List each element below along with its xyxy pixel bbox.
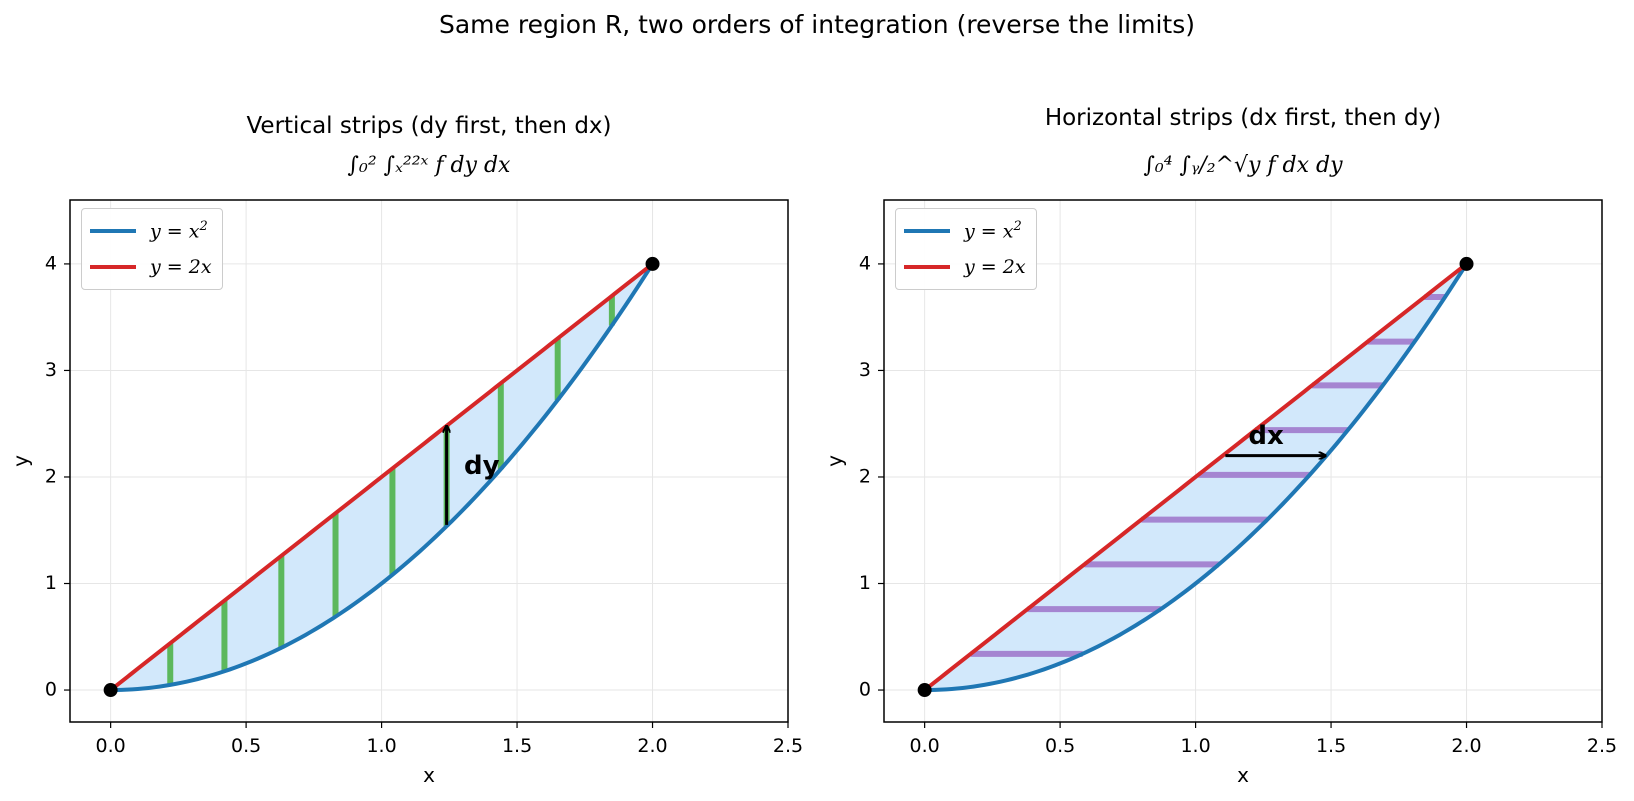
x-tick-label: 2.5 — [1587, 735, 1617, 757]
figure-suptitle: Same region R, two orders of integration… — [438, 10, 1195, 39]
differential-label: dx — [1248, 421, 1284, 451]
legend-item-line: y = 2x — [904, 249, 1026, 285]
x-tick-label: 0.0 — [910, 735, 940, 757]
legend-item-parabola: y = x2 — [90, 213, 212, 249]
legend-label-line: y = 2x — [964, 256, 1026, 278]
x-tick-label: 0.0 — [96, 735, 126, 757]
right-plot-formula: ∫₀⁴ ∫ᵧ/₂^√y f dx dy — [1143, 153, 1343, 178]
legend-swatch-line — [90, 265, 136, 269]
y-tick-label: 1 — [859, 572, 871, 594]
endpoint-marker — [1459, 256, 1474, 271]
left-plot-title: Vertical strips (dy first, then dx) — [246, 113, 612, 139]
x-axis-label: x — [423, 763, 435, 787]
right-plot-title: Horizontal strips (dx first, then dy) — [1044, 105, 1442, 131]
series-line-linear — [923, 262, 1468, 692]
x-tick-label: 2.5 — [773, 735, 803, 757]
endpoint-marker — [103, 683, 118, 698]
legend-label-exponent: 2 — [199, 219, 208, 235]
legend-label-parabola: y = x — [964, 220, 1014, 243]
y-tick-label: 0 — [45, 679, 57, 701]
x-tick-label: 2.0 — [637, 735, 667, 757]
left-plot: dy 0.0 0.5 1.0 1.5 2.0 2.5 0 1 2 3 4 x y — [9, 199, 803, 787]
legend-swatch-parabola — [90, 229, 136, 233]
x-tick-label: 2.0 — [1451, 735, 1481, 757]
y-axis-label: y — [823, 455, 847, 467]
x-tick-label: 1.0 — [1180, 735, 1210, 757]
y-tick-label: 2 — [859, 465, 871, 487]
legend-item-parabola: y = x2 — [904, 213, 1026, 249]
legend-label-line: y = 2x — [150, 256, 212, 278]
y-tick-label: 3 — [45, 359, 57, 381]
differential-label: dy — [464, 451, 500, 481]
y-tick-label: 2 — [45, 465, 57, 487]
y-axis-label: y — [9, 455, 33, 467]
series-line-linear — [109, 262, 654, 692]
y-tick-label: 3 — [859, 359, 871, 381]
x-tick-label: 1.5 — [1316, 735, 1346, 757]
series-line-parabola — [110, 262, 655, 693]
axes-frame — [883, 199, 1603, 723]
endpoint-marker — [645, 256, 660, 271]
right-legend: y = x2 y = 2x — [895, 208, 1037, 290]
endpoint-marker — [917, 683, 932, 698]
x-tick-label: 0.5 — [231, 735, 261, 757]
axes-frame — [69, 199, 789, 723]
legend-swatch-parabola — [904, 229, 950, 233]
legend-label-exponent: 2 — [1013, 219, 1022, 235]
left-plot-formula: ∫₀² ∫ₓ²²ˣ f dy dx — [347, 153, 511, 178]
x-axis-label: x — [1237, 763, 1249, 787]
y-tick-label: 4 — [45, 252, 57, 274]
y-tick-label: 0 — [859, 679, 871, 701]
y-tick-label: 1 — [45, 572, 57, 594]
series-line-parabola — [924, 262, 1469, 693]
legend-label-parabola: y = x — [150, 220, 200, 243]
legend-swatch-line — [904, 265, 950, 269]
x-tick-label: 0.5 — [1045, 735, 1075, 757]
x-tick-label: 1.0 — [366, 735, 396, 757]
left-legend: y = x2 y = 2x — [81, 208, 223, 290]
x-tick-label: 1.5 — [502, 735, 532, 757]
legend-item-line: y = 2x — [90, 249, 212, 285]
y-tick-label: 4 — [859, 252, 871, 274]
